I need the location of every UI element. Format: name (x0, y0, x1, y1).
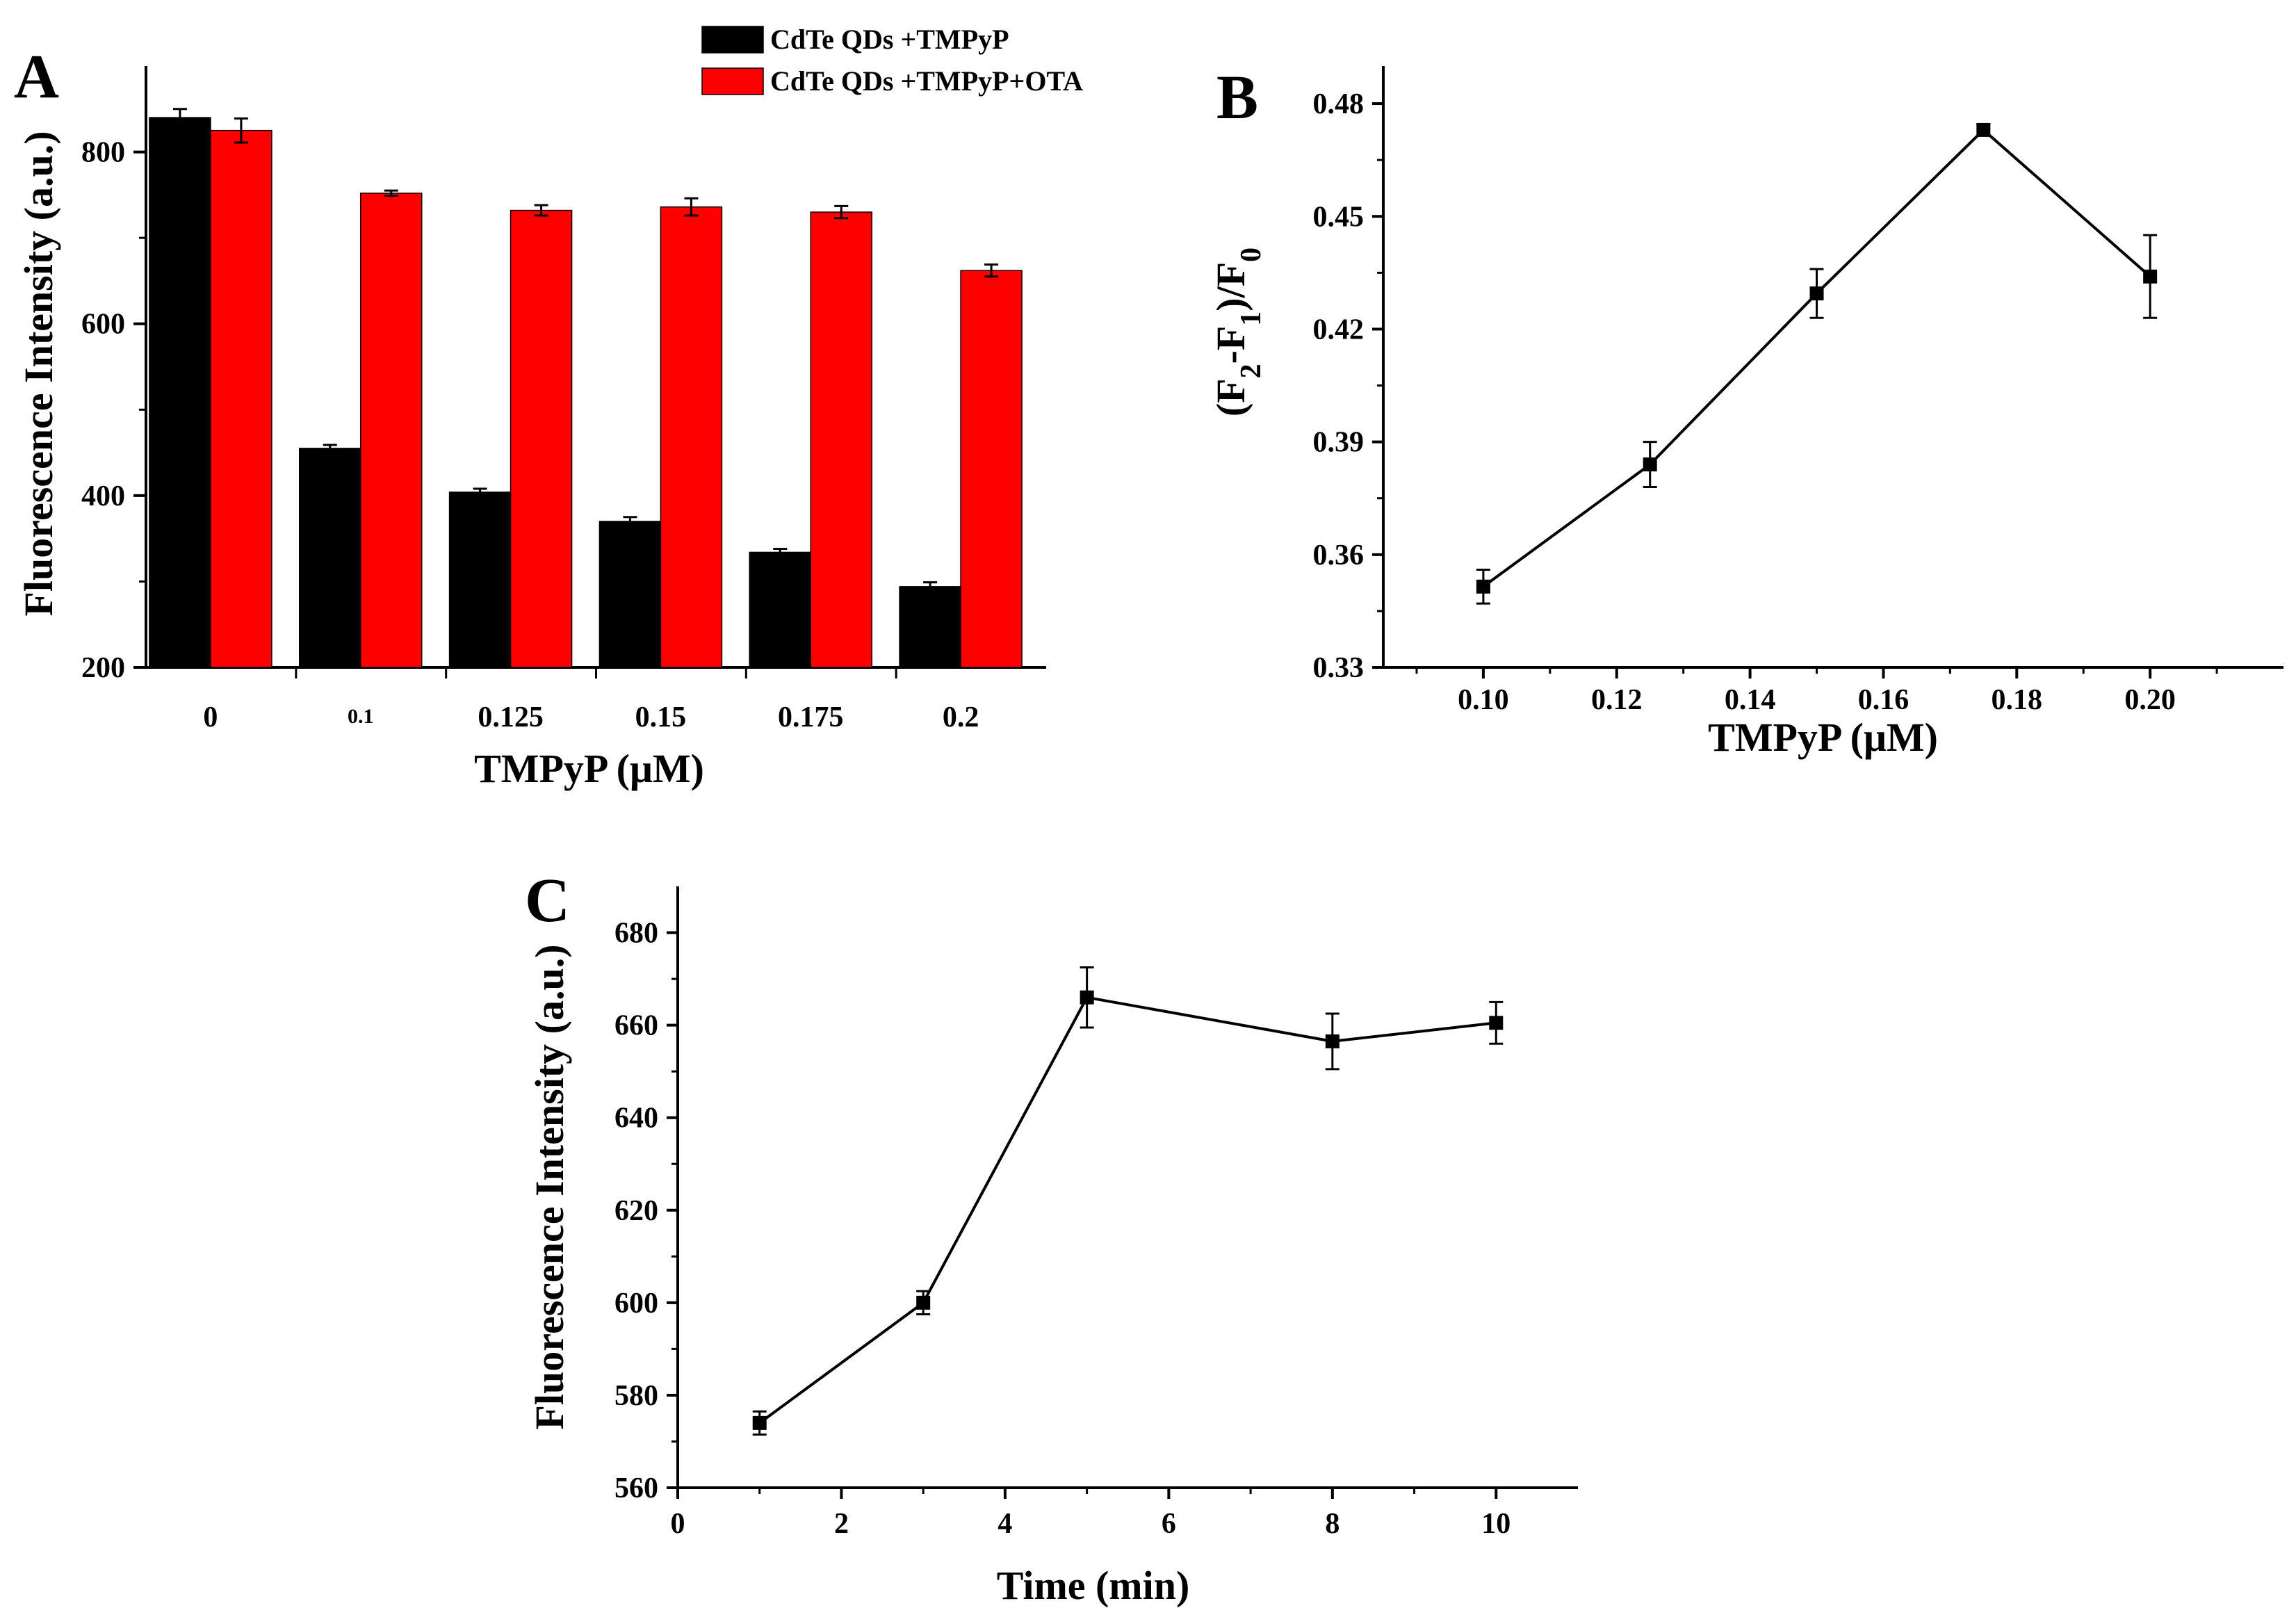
bar-tmpyp-0.15 (599, 521, 662, 668)
data-point-c-3 (1325, 1034, 1340, 1048)
x-tick-label-0.125: 0.125 (478, 701, 544, 733)
data-point-c-4 (1489, 1016, 1504, 1030)
x-tick-label-0: 0 (671, 1508, 685, 1540)
y-tick-label-0.33: 0.33 (1313, 652, 1365, 684)
y-tick-label-600: 600 (81, 309, 125, 341)
y-axis-title-b-part-5: 0 (1235, 247, 1267, 262)
y-tick-label-640: 640 (614, 1103, 658, 1135)
x-tick-label-0.15: 0.15 (635, 701, 687, 733)
bar-tmpyp-ota-0.1 (360, 193, 423, 668)
x-tick-label-0.18: 0.18 (1992, 684, 2043, 716)
panel-letter-b: B (1216, 63, 1258, 132)
x-tick-label-0.16: 0.16 (1858, 684, 1910, 716)
x-tick-label-0.20: 0.20 (2124, 684, 2176, 716)
data-point-b-2 (1809, 286, 1824, 301)
y-tick-label-200: 200 (81, 652, 125, 684)
x-tick-label-10: 10 (1481, 1508, 1511, 1540)
x-tick-label-0.1: 0.1 (348, 705, 374, 728)
panel-a: A 200 400 600 800 0 0.1 0.125 0.15 0.175 0.2 TMPyP … (14, 24, 1083, 791)
x-tick-label-0.10: 0.10 (1458, 684, 1509, 716)
x-axis-title-c: Time (min) (997, 1563, 1190, 1608)
x-axis-title-b: TMPyP (μM) (1708, 715, 1938, 760)
y-axis-title-a-part-0: Fluorescence Intensity (a.u.) (16, 131, 61, 616)
data-point-b-0 (1476, 579, 1490, 594)
y-tick-label-0.42: 0.42 (1313, 314, 1365, 346)
series-line-b (1482, 128, 2151, 588)
y-axis-title-b: (F2-F1)/F0 (1208, 247, 1267, 416)
y-tick-label-600: 600 (614, 1288, 658, 1320)
y-axis-title-b-part-1: 2 (1235, 364, 1267, 378)
y-tick-label-620: 620 (614, 1195, 658, 1227)
y-axis-title-c-part-0: Fluorescence Intensity (a.u.) (527, 944, 572, 1429)
x-tick-label-2: 2 (834, 1508, 849, 1540)
panel-letter-c: C (525, 866, 570, 935)
x-axis-title-a: TMPyP (μM) (474, 746, 704, 791)
bar-tmpyp-ota-0.125 (510, 209, 573, 668)
x-tick-label-0.12: 0.12 (1591, 684, 1643, 716)
bar-tmpyp-0.125 (448, 492, 512, 668)
y-tick-label-580: 580 (614, 1380, 658, 1412)
x-tick-label-0.175: 0.175 (778, 701, 844, 733)
y-axis-title-b-part-3: 1 (1235, 311, 1267, 326)
y-axis-title-b-part-0: (F (1208, 378, 1253, 416)
bar-tmpyp-ota-0.15 (660, 206, 723, 668)
bar-tmpyp-0 (149, 117, 211, 668)
panel-c: C 560 580 600 620 640 660 680 0 2 4 6 8 10 Time (min) F… (525, 866, 1578, 1608)
panel-letter-a: A (14, 42, 59, 111)
bar-tmpyp-0.1 (299, 448, 361, 668)
y-tick-label-0.45: 0.45 (1313, 201, 1365, 233)
legend-a: CdTe QDs +TMPyP CdTe QDs +TMPyP+OTA (701, 24, 1083, 97)
legend-swatch-0 (701, 26, 764, 54)
legend-label-0: CdTe QDs +TMPyP (770, 24, 1009, 55)
panel-b: B 0.33 0.36 0.39 0.42 0.45 0.48 0.10 0.12 0.14 0.1… (1208, 63, 2283, 760)
bar-tmpyp-ota-0.2 (960, 270, 1023, 668)
y-tick-label-0.48: 0.48 (1313, 88, 1365, 120)
data-point-b-1 (1643, 457, 1657, 472)
x-tick-label-0.14: 0.14 (1725, 684, 1776, 716)
data-point-b-4 (2143, 269, 2158, 284)
x-tick-label-0: 0 (203, 701, 218, 733)
y-tick-label-400: 400 (81, 480, 125, 512)
data-point-c-0 (752, 1415, 767, 1430)
y-tick-label-800: 800 (81, 137, 125, 169)
series-line-c (758, 996, 1497, 1424)
bar-tmpyp-ota-0 (210, 129, 272, 668)
bar-tmpyp-0.175 (749, 551, 811, 668)
y-axis-title-b-part-2: -F (1208, 326, 1253, 364)
legend-swatch-1 (701, 67, 764, 95)
data-point-b-3 (1976, 122, 1991, 137)
bar-tmpyp-0.2 (899, 586, 961, 668)
y-tick-label-680: 680 (614, 918, 658, 950)
data-point-c-2 (1080, 990, 1094, 1005)
y-axis-title-c: Fluorescence Intensity (a.u.) (527, 944, 572, 1429)
x-tick-label-0.2: 0.2 (943, 701, 979, 733)
x-tick-label-4: 4 (998, 1508, 1012, 1540)
y-tick-label-0.39: 0.39 (1313, 427, 1365, 459)
y-tick-label-560: 560 (614, 1472, 658, 1504)
legend-label-1: CdTe QDs +TMPyP+OTA (770, 65, 1083, 97)
data-point-c-1 (916, 1295, 931, 1310)
y-axis-title-a: Fluorescence Intensity (a.u.) (16, 131, 61, 616)
y-tick-label-0.36: 0.36 (1313, 539, 1365, 571)
x-tick-label-8: 8 (1325, 1508, 1340, 1540)
y-tick-label-660: 660 (614, 1010, 658, 1042)
x-tick-label-6: 6 (1162, 1508, 1176, 1540)
y-axis-title-b-part-4: )/F (1208, 262, 1253, 311)
bar-tmpyp-ota-0.175 (810, 211, 872, 668)
